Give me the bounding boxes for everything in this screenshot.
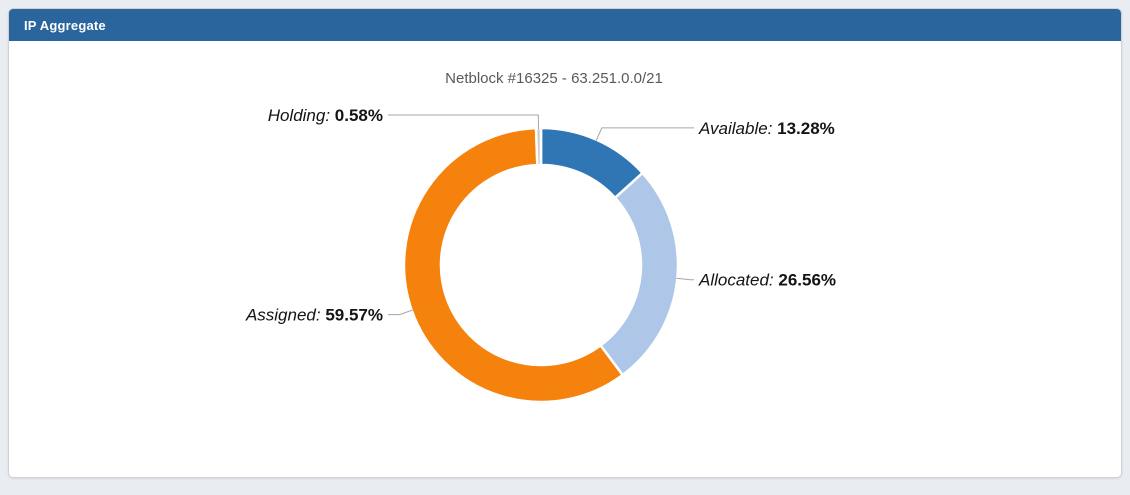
pie-slice-holding[interactable]	[534, 126, 543, 167]
label-connector-assigned	[388, 309, 413, 316]
chart-title: Netblock #16325 - 63.251.0.0/21	[445, 70, 663, 87]
ip-aggregate-panel: IP Aggregate Netblock #16325 - 63.251.0.…	[8, 8, 1122, 478]
slice-label-holding: Holding: 0.58%	[268, 106, 383, 125]
slice-label-allocated: Allocated: 26.56%	[698, 271, 836, 290]
panel-title: IP Aggregate	[24, 17, 106, 33]
label-connector-allocated	[676, 277, 694, 281]
chart-area: Netblock #16325 - 63.251.0.0/21 Availabl…	[9, 41, 1121, 477]
pie-slice-assigned[interactable]	[402, 126, 624, 404]
label-connector-holding	[388, 114, 539, 130]
slice-label-available: Available: 13.28%	[698, 119, 835, 138]
donut-callouts: Available: 13.28% Allocated: 26.56% Assign…	[244, 105, 837, 326]
pie-slice-allocated[interactable]	[599, 171, 680, 377]
donut-slices	[402, 126, 680, 404]
label-connector-available	[595, 127, 694, 141]
slice-label-assigned: Assigned: 59.57%	[245, 306, 383, 325]
donut-chart: Netblock #16325 - 63.251.0.0/21 Availabl…	[244, 70, 837, 404]
panel-header: IP Aggregate	[9, 9, 1121, 41]
